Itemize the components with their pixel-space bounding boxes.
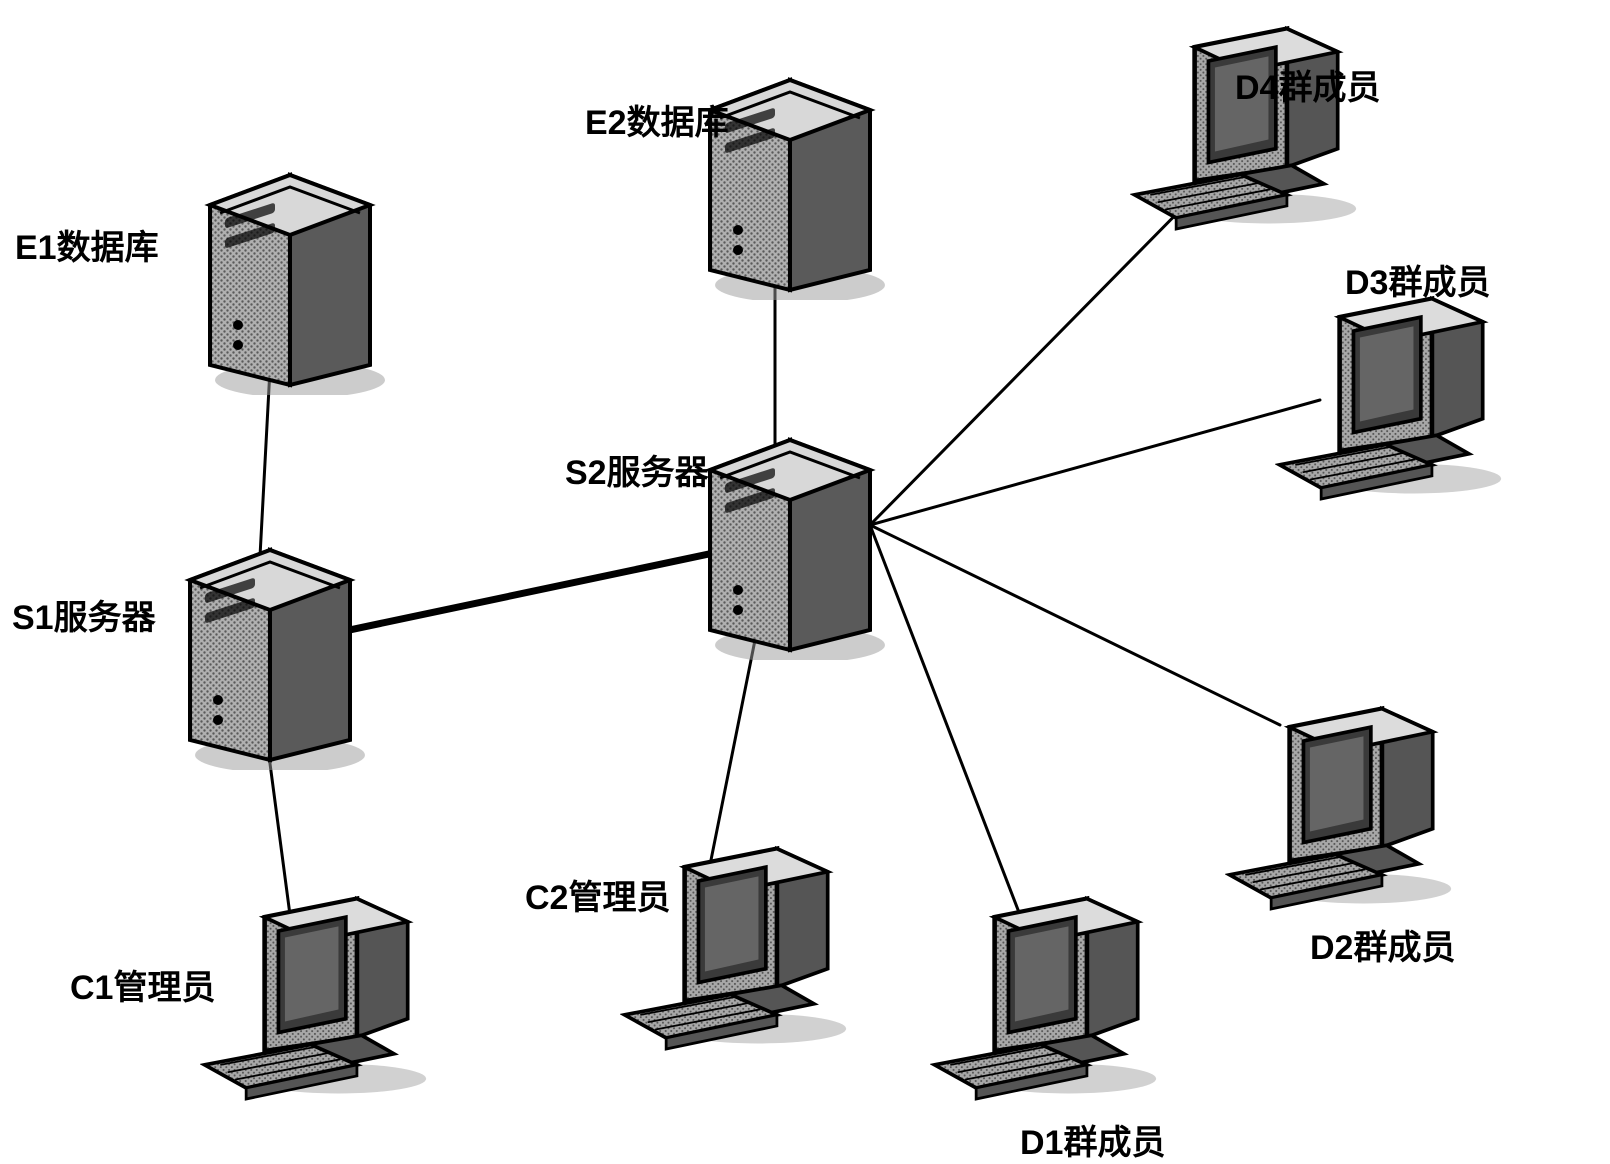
server-icon [690, 40, 890, 300]
desktop-pc-icon [1225, 690, 1465, 912]
desktop-pc-icon [200, 880, 440, 1102]
label-d2: D2群成员 [1310, 920, 1455, 969]
label-e2: E2数据库 [585, 95, 729, 144]
desktop-pc-icon [1275, 280, 1515, 502]
server-icon [690, 400, 890, 660]
pc-node-c1 [200, 880, 440, 1107]
server-node-e2 [690, 40, 890, 305]
label-d3: D3群成员 [1345, 255, 1490, 304]
desktop-pc-icon [620, 830, 860, 1052]
server-node-s2 [690, 400, 890, 665]
server-node-e1 [190, 135, 390, 400]
label-d1: D1群成员 [1020, 1115, 1165, 1164]
label-s1: S1服务器 [12, 590, 156, 639]
label-d4: D4群成员 [1235, 60, 1380, 109]
pc-node-d2 [1225, 690, 1465, 917]
label-c2: C2管理员 [525, 870, 670, 919]
network-diagram: E1数据库 E2数据库 S1服务器 [0, 0, 1610, 1162]
label-s2: S2服务器 [565, 445, 709, 494]
server-icon [170, 510, 370, 770]
desktop-pc-icon [930, 880, 1170, 1102]
server-icon [190, 135, 390, 395]
label-e1: E1数据库 [15, 220, 159, 269]
pc-node-c2 [620, 830, 860, 1057]
pc-node-d3 [1275, 280, 1515, 507]
pc-node-d4 [1130, 10, 1370, 237]
server-node-s1 [170, 510, 370, 775]
desktop-pc-icon [1130, 10, 1370, 232]
label-c1: C1管理员 [70, 960, 215, 1009]
pc-node-d1 [930, 880, 1170, 1107]
